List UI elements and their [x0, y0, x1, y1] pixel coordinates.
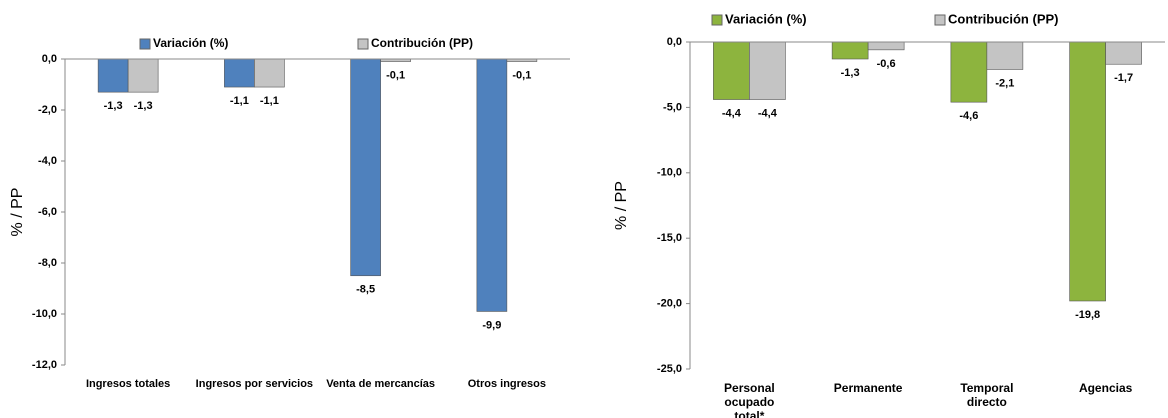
legend-swatch	[357, 38, 369, 50]
data-label: -0,1	[386, 69, 405, 81]
y-tick-label: -10,0	[657, 167, 682, 179]
data-label: -0,1	[512, 69, 531, 81]
y-tick-label: -5,0	[663, 101, 682, 113]
data-label: -4,4	[722, 107, 742, 119]
bar	[867, 41, 905, 51]
data-label: -0,6	[877, 58, 896, 70]
y-tick-label: -15,0	[657, 232, 682, 244]
x-tick-label: Ingresos totales	[85, 378, 171, 390]
bar	[950, 41, 988, 103]
y-tick-label: -20,0	[657, 298, 682, 310]
x-tick-label: Temporal directo	[960, 381, 1014, 409]
legend-label: Contribución (PP)	[371, 36, 473, 50]
y-tick-label: -25,0	[657, 363, 682, 375]
bar	[986, 41, 1024, 70]
y-tick-label: -12,0	[32, 359, 57, 371]
legend-label: Variación (%)	[725, 11, 807, 26]
bar	[1069, 41, 1106, 302]
y-tick-label: -10,0	[32, 308, 57, 320]
bar	[350, 58, 381, 277]
data-label: -2,1	[995, 77, 1014, 89]
data-label: -19,8	[1075, 309, 1100, 321]
data-label: -8,5	[356, 284, 375, 296]
data-label: -1,1	[260, 95, 279, 107]
x-tick-label: Venta de mercancías	[326, 378, 436, 390]
data-label: -1,1	[230, 95, 249, 107]
y-tick-label: -6,0	[38, 206, 57, 218]
bar	[831, 41, 869, 60]
bar	[97, 58, 129, 93]
bar	[254, 58, 285, 88]
data-label: -4,4	[758, 107, 778, 119]
legend-swatch	[139, 38, 151, 50]
bar	[127, 58, 159, 93]
x-tick-label: Ingresos por servicios	[195, 378, 314, 390]
data-label: -1,7	[1114, 72, 1133, 84]
legend-label: Contribución (PP)	[948, 11, 1059, 26]
x-tick-label: Otros ingresos	[467, 378, 546, 390]
data-label: -4,6	[959, 110, 978, 122]
bar	[476, 58, 508, 312]
y-tick-label: -2,0	[38, 104, 57, 116]
data-label: -1,3	[134, 100, 153, 112]
y-axis-label: % / PP	[613, 181, 630, 230]
legend-swatch	[711, 14, 723, 26]
data-label: -1,3	[104, 100, 123, 112]
legend-label: Variación (%)	[153, 36, 228, 50]
y-tick-label: -4,0	[38, 155, 57, 167]
y-tick-label: 0,0	[667, 36, 682, 48]
y-tick-label: 0,0	[42, 53, 57, 65]
x-tick-label: Permanente	[833, 381, 903, 395]
bar	[224, 58, 255, 88]
x-tick-label: Agencias	[1078, 381, 1133, 395]
y-axis-label: % / PP	[9, 188, 26, 237]
bar	[713, 41, 750, 100]
bar	[1105, 41, 1142, 65]
bar	[749, 41, 786, 100]
data-label: -9,9	[482, 319, 501, 331]
x-tick-label: Personal ocupado total*	[724, 381, 775, 418]
y-tick-label: -8,0	[38, 257, 57, 269]
legend-swatch	[934, 14, 946, 26]
data-label: -1,3	[841, 67, 860, 79]
